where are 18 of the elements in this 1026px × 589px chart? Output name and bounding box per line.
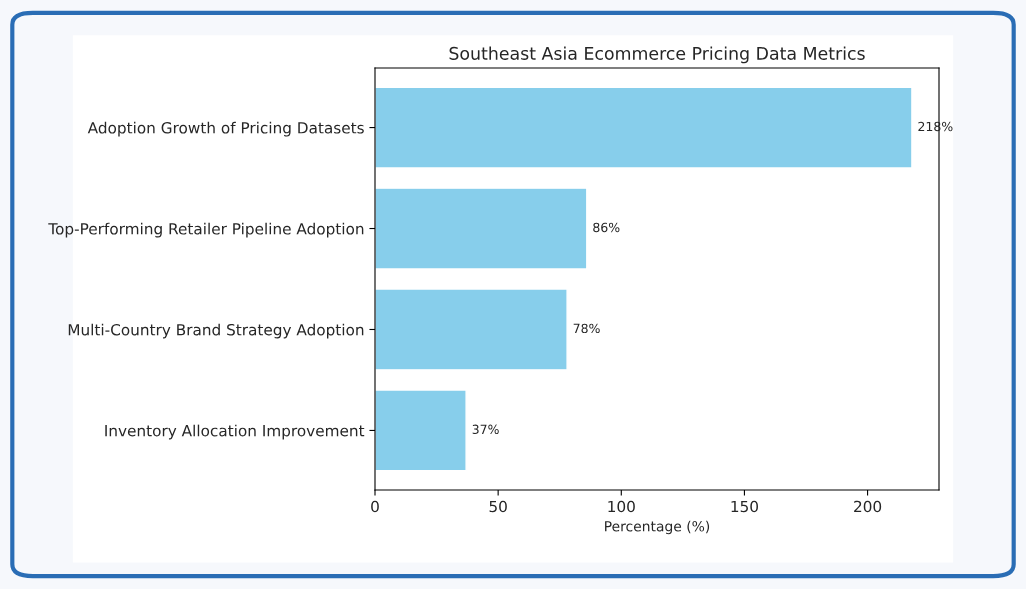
y-tick-label: Top-Performing Retailer Pipeline Adoption — [48, 222, 364, 238]
y-tick-label: Multi-Country Brand Strategy Adoption — [68, 323, 364, 339]
chart-title: Southeast Asia Ecommerce Pricing Data Metrics — [449, 46, 865, 64]
bar — [375, 86, 913, 169]
x-tick-label: 0 — [371, 500, 379, 513]
x-tick-label: 200 — [854, 500, 882, 513]
x-tick-label: 50 — [489, 500, 507, 513]
x-tick-label: 100 — [608, 500, 635, 513]
bar — [375, 389, 467, 472]
y-tick-label: Inventory Allocation Improvement — [105, 424, 365, 440]
x-axis-title: Percentage (%) — [605, 520, 710, 535]
bar — [375, 187, 588, 270]
data-label: 86% — [593, 222, 620, 233]
data-label: 37% — [472, 424, 499, 435]
data-label: 78% — [573, 323, 600, 334]
bar — [375, 288, 568, 371]
x-tick-label: 150 — [731, 500, 758, 513]
y-tick-label: Adoption Growth of Pricing Datasets — [87, 121, 364, 137]
